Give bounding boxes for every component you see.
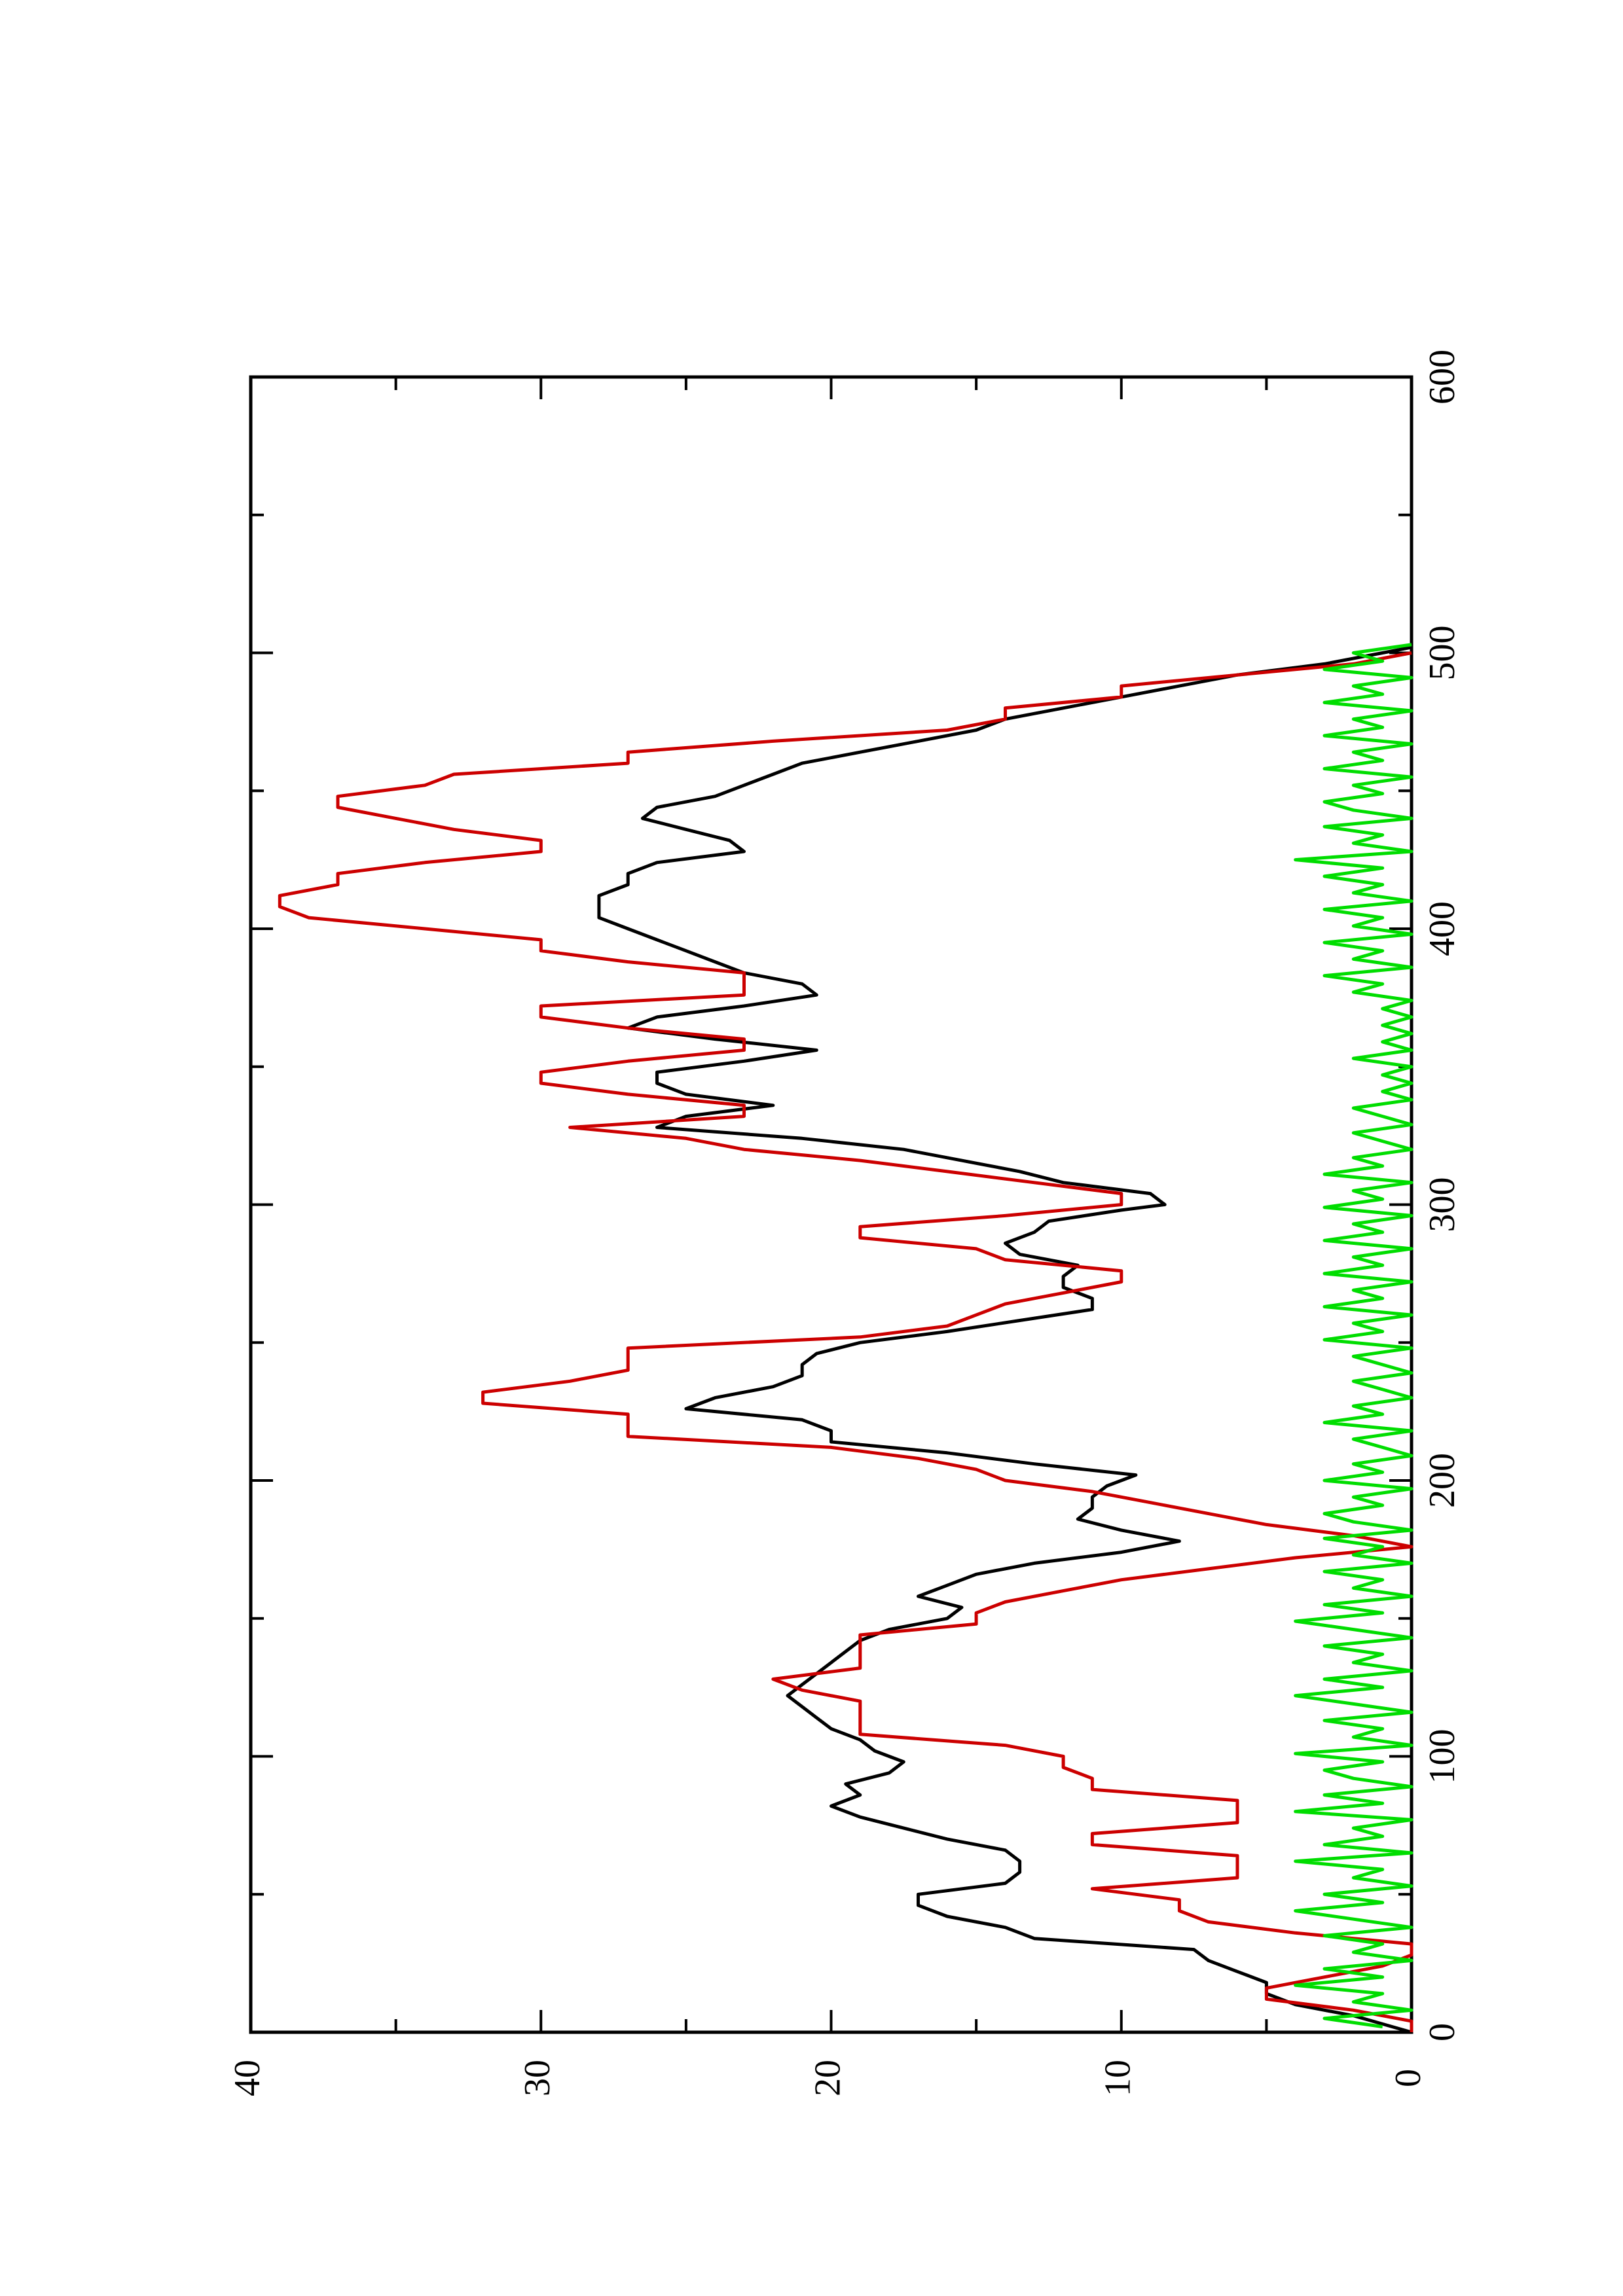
x-tick-label: 200 [1422,1453,1463,1508]
y-tick-label: 10 [1098,2060,1139,2096]
x-tick-label: 500 [1422,626,1463,681]
axis-ticks [249,376,1413,2034]
x-tick-label: 400 [1422,901,1463,956]
y-tick-label: 40 [227,2060,268,2096]
x-tick-label: 600 [1422,350,1463,404]
axis-tick-labels: 0 100 200 300 400 500 600 0 10 20 30 40 [227,350,1463,2096]
series-line-1 [597,645,1412,2034]
x-tick-label: 0 [1422,2023,1463,2041]
y-tick-label: 30 [517,2060,558,2096]
y-tick-label: 0 [1388,2069,1429,2087]
series-layer [278,643,1413,2034]
series-line-2 [278,651,1413,2032]
x-tick-label: 100 [1422,1729,1463,1784]
y-tick-label: 20 [807,2060,848,2096]
series-line-3 [1294,643,1413,2029]
x-tick-label: 300 [1422,1177,1463,1232]
plot-frame [249,375,1413,2034]
